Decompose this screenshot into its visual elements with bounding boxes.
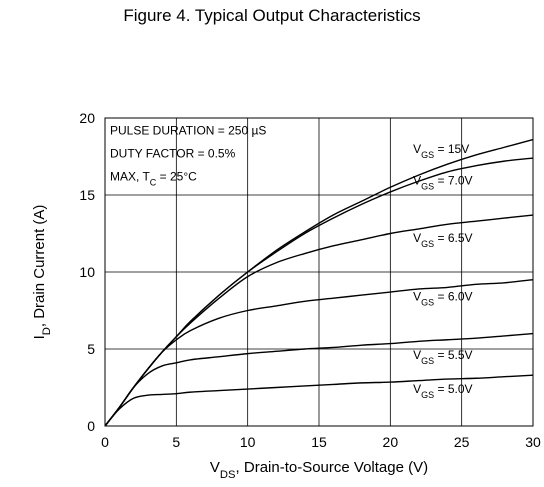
text-main: DUTY FACTOR = 0.5% xyxy=(110,146,236,160)
y-tick-label-3: 15 xyxy=(79,187,95,203)
y-tick-label-2: 10 xyxy=(79,264,95,280)
grid-lines xyxy=(105,118,533,426)
x-tick-label-4: 20 xyxy=(383,434,399,450)
annotation-line-0: PULSE DURATION = 250 µS xyxy=(110,123,266,137)
text-main: I xyxy=(31,335,48,339)
curve-label-0: VGS = 15V xyxy=(413,142,469,160)
text-subscript: GS xyxy=(421,150,434,160)
text-subscript: GS xyxy=(421,298,434,308)
annotation-line-2: MAX, TC = 25°C xyxy=(110,170,197,188)
y-axis-label: ID, Drain Current (A) xyxy=(31,205,53,340)
curve-label-1: VGS = 7.0V xyxy=(413,173,472,191)
text-rest: , Drain Current (A) xyxy=(31,205,48,328)
text-subscript: C xyxy=(150,178,157,188)
text-rest: = 7.0V xyxy=(434,173,472,187)
text-subscript: GS xyxy=(421,181,434,191)
text-main: V xyxy=(413,382,421,396)
series-line-4 xyxy=(104,332,534,427)
text-subscript: GS xyxy=(421,390,434,400)
text-main: V xyxy=(413,142,421,156)
y-tick-label-4: 20 xyxy=(79,110,95,126)
x-tick-label-6: 30 xyxy=(525,434,541,450)
series-line-5 xyxy=(104,374,534,427)
y-tick-label-1: 5 xyxy=(87,341,95,357)
curve-label-3: VGS = 6.0V xyxy=(413,290,472,308)
x-tick-label-5: 25 xyxy=(454,434,470,450)
y-tick-label-0: 0 xyxy=(87,418,95,434)
text-main: V xyxy=(210,459,220,476)
text-rest: = 6.5V xyxy=(434,231,472,245)
x-tick-label-0: 0 xyxy=(101,434,109,450)
text-rest: = 5.5V xyxy=(434,348,472,362)
text-main: PULSE DURATION = 250 xyxy=(110,123,252,137)
series-line-3 xyxy=(104,279,534,427)
annotation-line-1: DUTY FACTOR = 0.5% xyxy=(110,146,236,160)
curve-label-2: VGS = 6.5V xyxy=(413,231,472,249)
x-tick-label-1: 5 xyxy=(172,434,180,450)
text-main: V xyxy=(413,173,421,187)
annotation-block: PULSE DURATION = 250 µS DUTY FACTOR = 0.5… xyxy=(110,123,266,187)
series-curves xyxy=(104,138,534,427)
text-main: V xyxy=(413,231,421,245)
text-subscript: GS xyxy=(421,356,434,366)
text-rest: µS xyxy=(252,123,267,137)
y-tick-labels: 0 5 10 15 20 xyxy=(79,110,95,434)
curve-label-5: VGS = 5.0V xyxy=(413,382,472,400)
text-rest: = 15V xyxy=(434,142,469,156)
curve-label-4: VGS = 5.5V xyxy=(413,348,472,366)
plot-frame xyxy=(104,117,534,427)
text-subscript: DS xyxy=(220,469,236,481)
x-axis-label: VDS, Drain-to-Source Voltage (V) xyxy=(210,459,428,481)
text-subscript: D xyxy=(41,327,53,335)
text-subscript: GS xyxy=(421,239,434,249)
text-rest: = 6.0V xyxy=(434,290,472,304)
x-tick-label-2: 10 xyxy=(240,434,256,450)
figure-title: Figure 4. Typical Output Characteristics xyxy=(123,6,421,25)
text-main: MAX, T xyxy=(110,170,150,184)
text-rest: = 25°C xyxy=(156,170,197,184)
text-rest: = 5.0V xyxy=(434,382,472,396)
text-rest: , Drain-to-Source Voltage (V) xyxy=(236,459,429,476)
text-main: V xyxy=(413,290,421,304)
x-tick-labels: 0 5 10 15 20 25 30 xyxy=(101,434,541,450)
text-main: V xyxy=(413,348,421,362)
x-tick-label-3: 15 xyxy=(311,434,327,450)
